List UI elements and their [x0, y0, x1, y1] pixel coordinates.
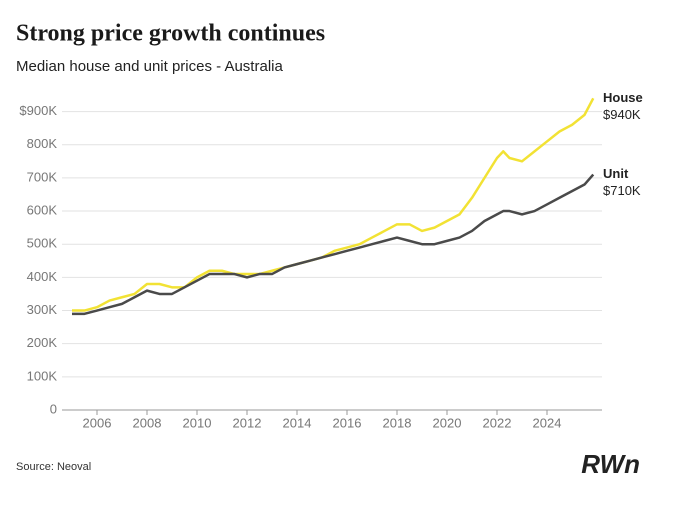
x-tick-label: 2018	[383, 415, 412, 430]
y-tick-label: 500K	[27, 236, 58, 251]
x-tick-label: 2014	[283, 415, 312, 430]
x-tick-label: 2010	[183, 415, 212, 430]
series-label: Unit	[603, 166, 629, 181]
series-line	[72, 97, 595, 312]
chart-subtitle: Median house and unit prices - Australia	[16, 58, 283, 75]
source: Source: Neoval	[16, 461, 91, 473]
y-tick-label: $900K	[19, 103, 57, 118]
x-tick-label: 2016	[333, 415, 362, 430]
y-tick-label: 700K	[27, 169, 58, 184]
x-tick-label: 2006	[83, 415, 112, 430]
y-tick-label: 200K	[27, 335, 58, 350]
logo: RWn	[581, 449, 640, 479]
series-line	[72, 173, 595, 316]
series-end-value: $710K	[603, 183, 641, 198]
y-tick-label: 300K	[27, 302, 58, 317]
y-tick-label: 800K	[27, 136, 58, 151]
x-tick-label: 2024	[533, 415, 562, 430]
series-label: House	[603, 90, 643, 105]
y-tick-label: 400K	[27, 269, 58, 284]
y-tick-label: 100K	[27, 368, 58, 383]
x-tick-label: 2022	[483, 415, 512, 430]
x-tick-label: 2012	[233, 415, 262, 430]
chart-title: Strong price growth continues	[16, 21, 325, 47]
x-tick-label: 2008	[133, 415, 162, 430]
series-end-value: $940K	[603, 107, 641, 122]
x-tick-label: 2020	[433, 415, 462, 430]
y-tick-label: 600K	[27, 202, 58, 217]
y-tick-label: 0	[50, 401, 57, 416]
